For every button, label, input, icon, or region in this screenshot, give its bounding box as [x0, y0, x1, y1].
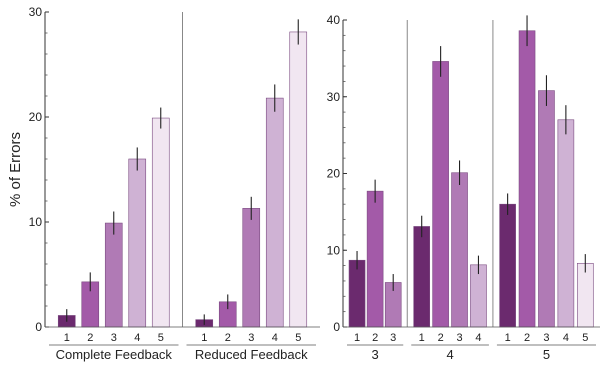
bar-group: 1 2 3 4 5 Reduced Feedback — [186, 19, 316, 362]
y-tick-label: 0 — [35, 320, 42, 334]
y-tick-label: 20 — [29, 110, 43, 124]
category-label: 5 — [158, 332, 164, 344]
group-label: 3 — [372, 347, 379, 362]
category-label: 4 — [134, 332, 140, 344]
category-label: 3 — [456, 332, 462, 344]
category-label: 3 — [390, 332, 396, 344]
group-label: 5 — [543, 347, 550, 362]
category-label: 1 — [64, 332, 70, 344]
bar-group: 1 2 3 4 5 5 — [496, 15, 596, 362]
bar-group: 1 2 3 44 — [411, 46, 489, 362]
category-label: 2 — [438, 332, 444, 344]
bar — [265, 97, 284, 328]
category-label: 2 — [225, 332, 231, 344]
y-tick-label: 30 — [29, 5, 43, 19]
category-label: 5 — [295, 332, 301, 344]
bar — [413, 226, 431, 328]
category-label: 3 — [248, 332, 254, 344]
bar — [366, 190, 384, 328]
bar — [289, 31, 308, 328]
bar-group: 1 2 33 — [347, 179, 404, 362]
y-tick-label: 10 — [327, 243, 341, 257]
category-label: 2 — [372, 332, 378, 344]
bar — [432, 61, 449, 328]
category-label: 4 — [475, 332, 481, 344]
bar — [348, 259, 366, 328]
category-label: 4 — [272, 332, 278, 344]
group-label: Complete Feedback — [56, 347, 173, 362]
y-tick-label: 0 — [333, 320, 340, 334]
y-tick-label: 20 — [327, 167, 341, 181]
category-label: 3 — [543, 332, 549, 344]
bar — [104, 222, 123, 328]
bar — [470, 264, 487, 328]
category-label: 5 — [582, 332, 588, 344]
category-label: 1 — [419, 332, 425, 344]
category-label: 4 — [563, 332, 569, 344]
bar — [576, 262, 594, 328]
y-tick-label: 10 — [29, 215, 43, 229]
group-label: Reduced Feedback — [195, 347, 308, 362]
category-label: 1 — [505, 332, 511, 344]
group-label: 4 — [446, 347, 453, 362]
bar — [451, 172, 468, 328]
y-tick-label: 40 — [327, 13, 341, 27]
bar — [557, 119, 575, 328]
category-label: 1 — [201, 332, 207, 344]
bar-group: 1 2 3 4 5 Complete Feedback — [49, 107, 179, 362]
y-tick-label: 30 — [327, 90, 341, 104]
category-label: 2 — [524, 332, 530, 344]
bar — [151, 117, 170, 328]
y-axis-label: % of Errors — [7, 132, 24, 207]
category-label: 2 — [87, 332, 93, 344]
bar — [242, 208, 261, 328]
bar — [518, 30, 536, 328]
category-label: 3 — [111, 332, 117, 344]
bar — [499, 203, 516, 328]
bar — [128, 158, 147, 328]
chart-1: 0 10 20 30 % of Errors 1 2 3 4 5 Complete Feedback… — [7, 5, 320, 362]
bar — [538, 90, 555, 328]
category-label: 1 — [354, 332, 360, 344]
